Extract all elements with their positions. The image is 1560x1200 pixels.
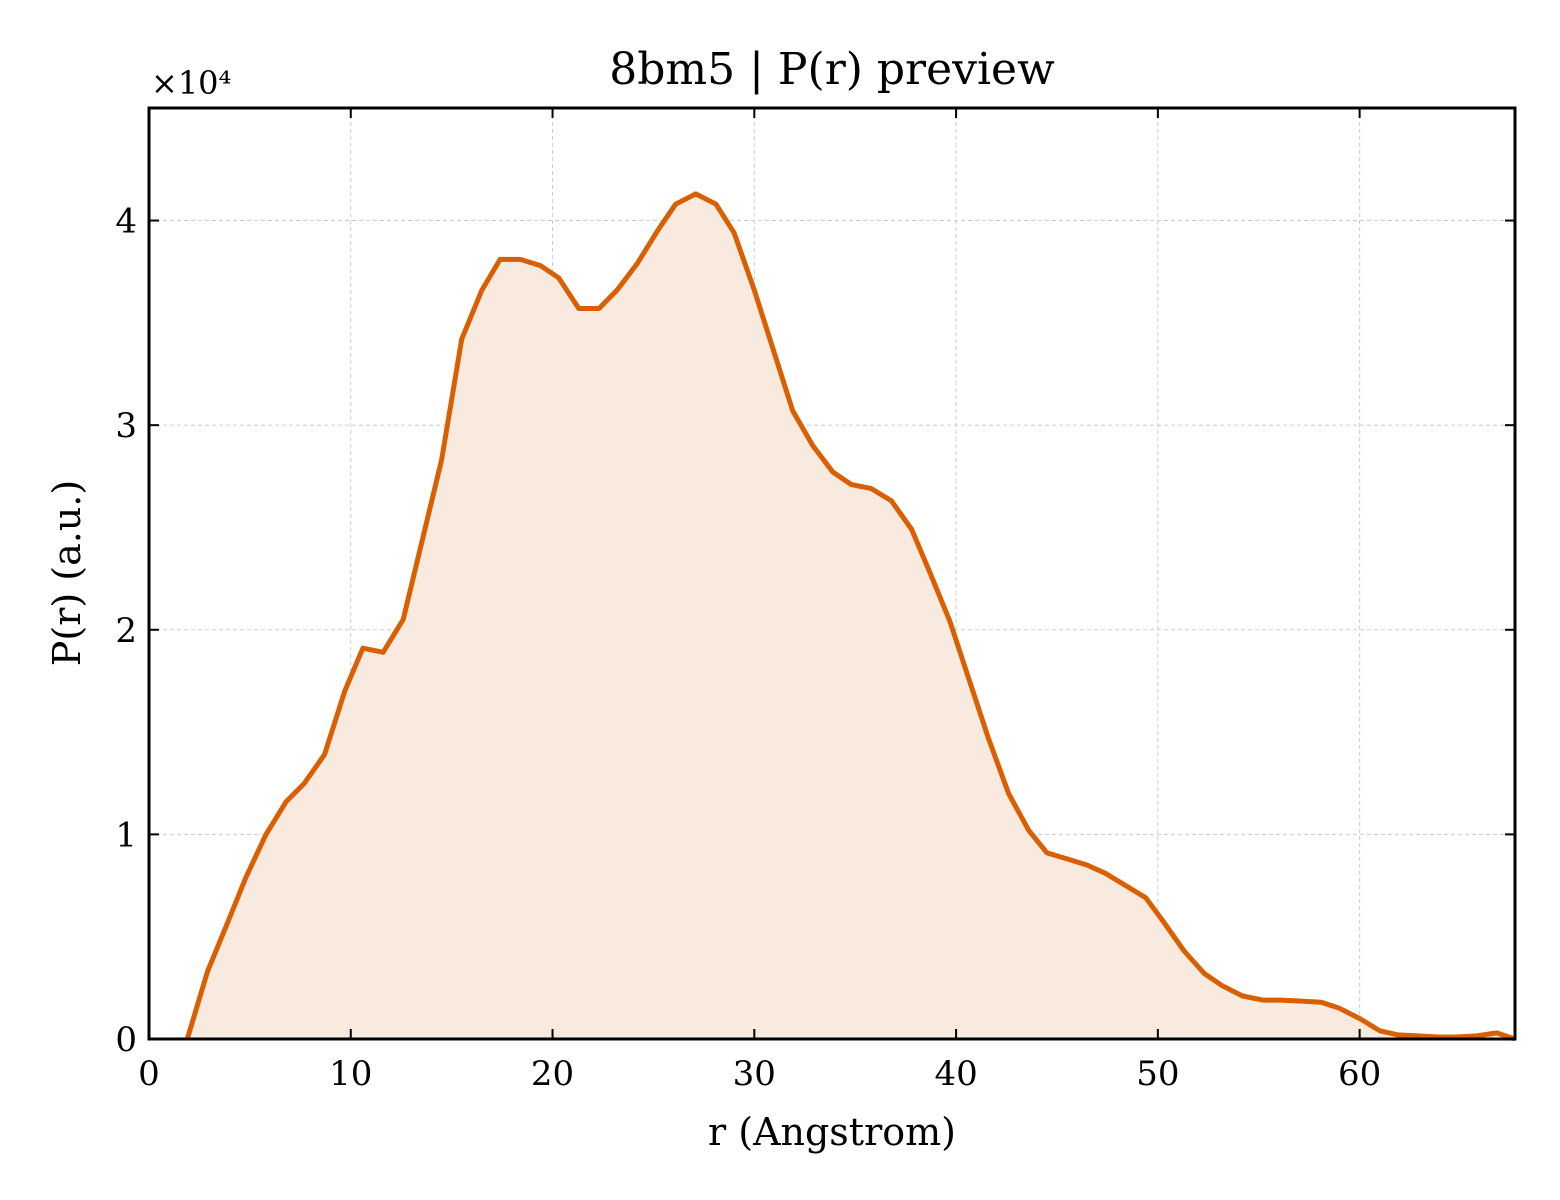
- series-area: [187, 193, 1515, 1039]
- y-tick-label: 3: [115, 406, 137, 446]
- x-tick-label: 10: [329, 1054, 372, 1094]
- y-tick-label: 0: [115, 1020, 137, 1060]
- x-tick-label: 50: [1136, 1054, 1179, 1094]
- x-tick-label: 60: [1338, 1054, 1381, 1094]
- x-tick-label: 0: [138, 1054, 160, 1094]
- chart-title: 8bm5 | P(r) preview: [609, 44, 1055, 95]
- x-tick-label: 30: [733, 1054, 776, 1094]
- axis-ticks: 0 10 20 30 40 50 60 0 1 2 3 4: [115, 108, 1515, 1094]
- series-path: [184, 191, 1516, 1042]
- y-tick-label: 1: [115, 815, 137, 855]
- y-axis-multiplier: ×10⁴: [151, 64, 231, 102]
- x-tick-label: 20: [531, 1054, 574, 1094]
- x-tick-label: 40: [934, 1054, 977, 1094]
- y-tick-label: 4: [115, 202, 137, 242]
- series-fill: [187, 193, 1515, 1039]
- series-line: [184, 191, 1516, 1042]
- x-axis-label: r (Angstrom): [708, 1110, 956, 1154]
- y-axis-label: P(r) (a.u.): [45, 480, 89, 666]
- y-tick-label: 2: [115, 611, 137, 651]
- plot-frame: [147, 106, 1517, 1041]
